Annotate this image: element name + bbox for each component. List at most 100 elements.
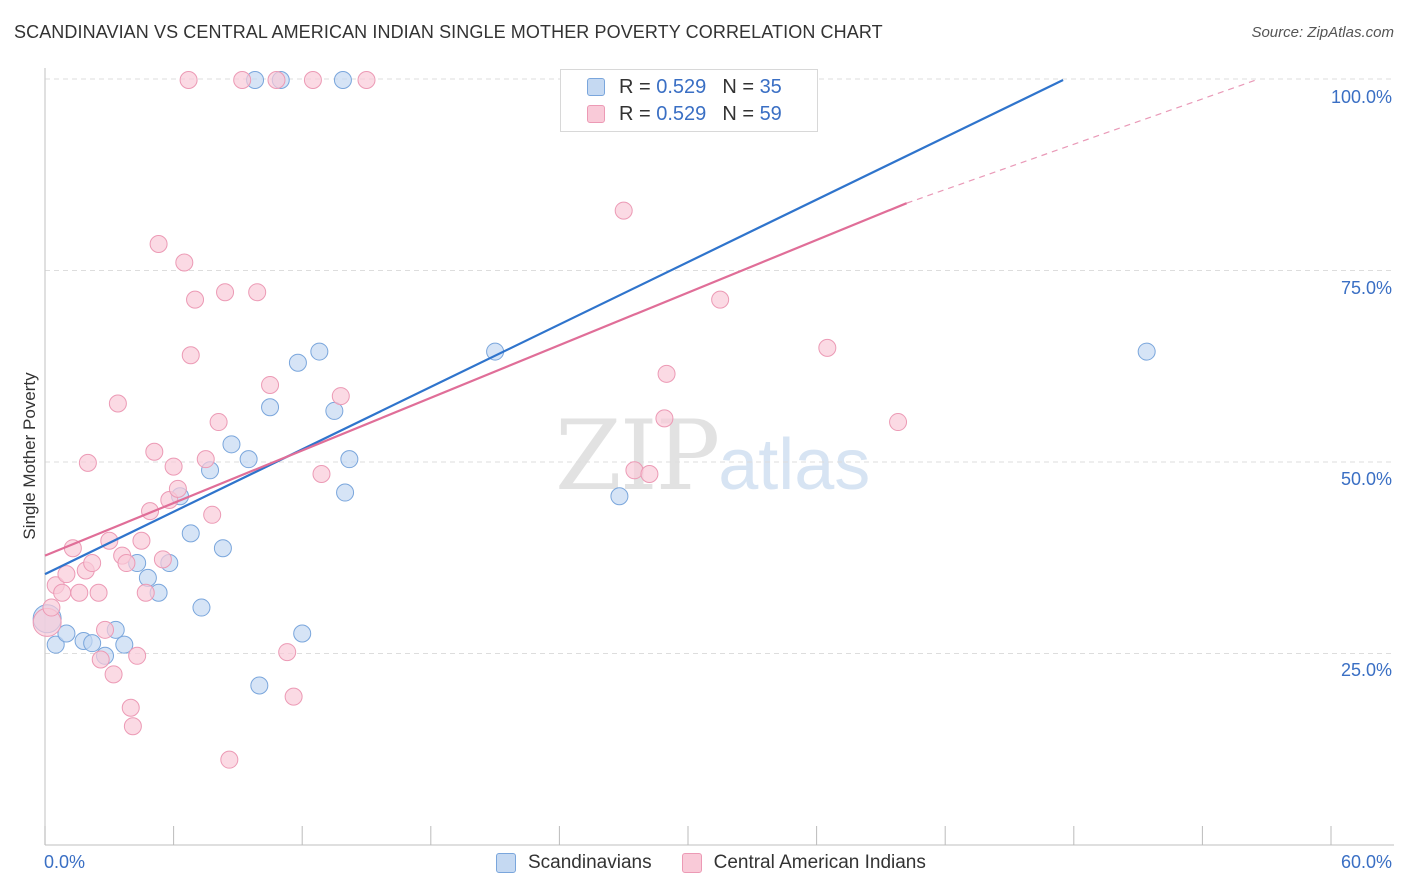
series-legend-label: Central American Indians	[713, 852, 926, 873]
y-tick-label-75: 75.0%	[1340, 278, 1392, 298]
scatter-point-central-american-indians	[186, 290, 205, 309]
scatter-point-central-american-indians	[889, 413, 908, 432]
scatter-point-central-american-indians	[614, 201, 633, 220]
series-legend-swatch-pink	[681, 853, 702, 873]
scatter-point-scandinavians	[333, 71, 352, 89]
scatter-point-central-american-indians	[312, 465, 331, 483]
scatter-point-central-american-indians	[149, 234, 168, 253]
legend-r-value: 0.529	[656, 75, 707, 98]
scatter-point-central-american-indians	[203, 505, 222, 524]
scatter-point-scandinavians	[310, 342, 329, 361]
scatter-point-central-american-indians	[216, 283, 235, 302]
scatter-point-scandinavians	[610, 487, 629, 506]
legend-row-scandinavians: R = 0.529 N = 35	[587, 75, 782, 99]
x-tick-label-max: 60.0%	[1340, 852, 1392, 872]
scatter-point-central-american-indians	[91, 650, 110, 669]
scatter-point-scandinavians	[138, 568, 157, 587]
y-tick-label-50: 50.0%	[1340, 469, 1392, 489]
scatter-point-central-american-indians	[136, 583, 155, 602]
watermark-atlas: atlas	[718, 425, 871, 505]
scatter-point-central-american-indians	[640, 465, 659, 483]
scatter-point-central-american-indians	[303, 71, 322, 89]
scatter-point-scandinavians	[222, 435, 241, 454]
scatter-point-central-american-indians	[128, 646, 147, 665]
scatter-point-central-american-indians	[78, 453, 97, 472]
series-legend-swatch-blue	[496, 853, 516, 873]
scatter-point-central-american-indians	[209, 413, 228, 432]
trend-line-extension-central-american-indians	[906, 79, 1257, 204]
chart-source: Source: ZipAtlas.com	[1251, 24, 1394, 41]
scatter-point-scandinavians	[340, 450, 359, 469]
scatter-point-central-american-indians	[57, 565, 76, 584]
scatter-point-scandinavians	[325, 401, 344, 420]
scatter-point-central-american-indians	[96, 620, 115, 639]
scatter-point-scandinavians	[181, 524, 200, 543]
scatter-point-central-american-indians	[42, 598, 61, 617]
scatter-point-central-american-indians	[331, 387, 350, 406]
scatter-point-central-american-indians	[168, 479, 187, 498]
scatter-point-scandinavians	[250, 676, 269, 695]
scatter-point-central-american-indians	[261, 375, 280, 394]
scatter-point-central-american-indians	[153, 550, 172, 569]
series-legend-item-central-american-indians: Central American Indians	[681, 852, 926, 874]
scatter-point-central-american-indians	[657, 364, 676, 383]
y-tick-label-100: 100.0%	[1330, 87, 1392, 107]
scatter-point-central-american-indians	[233, 71, 252, 89]
scatter-point-scandinavians	[57, 624, 76, 643]
scatter-point-scandinavians	[115, 635, 134, 654]
scatter-point-scandinavians	[46, 635, 65, 654]
scatter-point-central-american-indians	[70, 583, 89, 602]
scatter-point-central-american-indians	[357, 71, 376, 89]
scatter-point-central-american-indians	[625, 461, 644, 480]
scatter-point-central-american-indians	[175, 253, 194, 272]
legend-r-label: R =	[619, 75, 651, 98]
scatter-point-central-american-indians	[818, 338, 837, 357]
legend-n-label: N =	[722, 102, 754, 125]
scatter-point-central-american-indians	[655, 409, 674, 428]
scatter-point-scandinavians	[261, 398, 280, 417]
scatter-point-central-american-indians	[220, 750, 239, 769]
scatter-point-central-american-indians	[117, 554, 136, 573]
scatter-point-central-american-indians	[164, 457, 183, 476]
scatter-point-central-american-indians	[278, 643, 297, 662]
x-tick-label-min: 0.0%	[44, 852, 86, 872]
series-legend-item-scandinavians: Scandinavians	[496, 852, 652, 874]
correlation-legend: R = 0.529 N = 35 R = 0.529 N = 59	[560, 69, 818, 132]
scatter-point-central-american-indians	[89, 583, 108, 602]
scatter-point-central-american-indians	[179, 71, 198, 89]
legend-r-label: R =	[619, 102, 651, 125]
watermark-zip: ZIP	[555, 400, 720, 512]
y-tick-label-25: 25.0%	[1340, 660, 1392, 680]
legend-swatch-pink	[587, 105, 605, 123]
scatter-point-scandinavians	[293, 624, 312, 643]
scatter-point-central-american-indians	[132, 531, 151, 550]
scatter-point-central-american-indians	[267, 71, 286, 89]
scatter-point-central-american-indians	[104, 665, 123, 684]
legend-n-value: 59	[759, 102, 782, 125]
watermark: ZIPatlas	[555, 400, 870, 512]
legend-swatch-blue	[587, 78, 605, 96]
scatter-point-scandinavians	[239, 450, 258, 469]
legend-n-value: 35	[759, 75, 782, 98]
scatter-point-central-american-indians	[284, 687, 303, 706]
series-legend: Scandinavians Central American Indians	[496, 852, 956, 874]
scatter-point-central-american-indians	[248, 283, 267, 302]
scatter-point-central-american-indians	[145, 442, 164, 461]
legend-n-label: N =	[722, 75, 754, 98]
scatter-point-central-american-indians	[83, 554, 102, 573]
scatter-point-central-american-indians	[121, 698, 140, 717]
scatter-point-scandinavians	[213, 539, 232, 558]
scatter-point-central-american-indians	[53, 583, 72, 602]
series-legend-label: Scandinavians	[528, 852, 652, 873]
scatter-point-central-american-indians	[181, 346, 200, 365]
scatter-point-scandinavians	[336, 483, 355, 502]
trend-line-central-american-indians	[44, 202, 908, 557]
legend-row-central-american-indians: R = 0.529 N = 59	[587, 102, 782, 126]
legend-r-value: 0.529	[656, 102, 707, 125]
scatter-point-central-american-indians	[123, 717, 142, 736]
scatter-point-central-american-indians	[108, 394, 127, 413]
scatter-point-scandinavians	[288, 353, 307, 372]
scatter-point-scandinavians	[1137, 342, 1156, 361]
trend-line-scandinavians	[44, 79, 1064, 576]
